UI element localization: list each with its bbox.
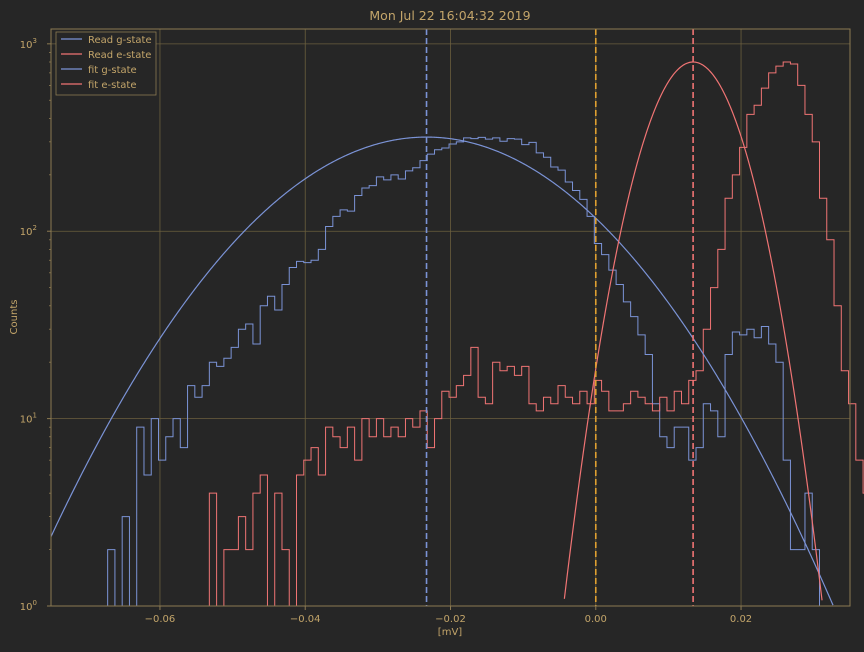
x-tick-label: −0.06: [145, 614, 176, 625]
legend-label: fit e-state: [88, 80, 137, 91]
x-tick-label: −0.04: [290, 614, 321, 625]
legend-label: Read g-state: [88, 35, 152, 46]
y-tick-label: 101: [20, 412, 37, 426]
y-axis-label: Counts: [9, 300, 20, 335]
histogram-read-g-state: [107, 136, 842, 607]
x-axis-ticks: −0.06 −0.04 −0.02 0.00 0.02: [145, 606, 752, 625]
legend: Read g-state Read e-state fit g-state fit e…: [55, 31, 157, 96]
chart-title: Mon Jul 22 16:04:32 2019: [369, 8, 530, 23]
x-tick-label: 0.00: [585, 614, 607, 625]
x-tick-label: −0.02: [435, 614, 466, 625]
histogram-read-e-state: [165, 61, 864, 607]
x-tick-label: 0.02: [730, 614, 752, 625]
legend-label: fit g-state: [88, 65, 137, 76]
y-axis-ticks: 100 101 102 103: [20, 37, 51, 613]
x-axis-label: [mV]: [438, 627, 462, 638]
legend-label: Read e-state: [88, 50, 151, 61]
y-tick-label: 100: [20, 599, 37, 613]
y-tick-label: 103: [20, 37, 37, 51]
vertical-markers: [425, 29, 694, 606]
fit-curve-fit-g-state: [50, 136, 834, 606]
y-tick-label: 102: [20, 224, 37, 238]
